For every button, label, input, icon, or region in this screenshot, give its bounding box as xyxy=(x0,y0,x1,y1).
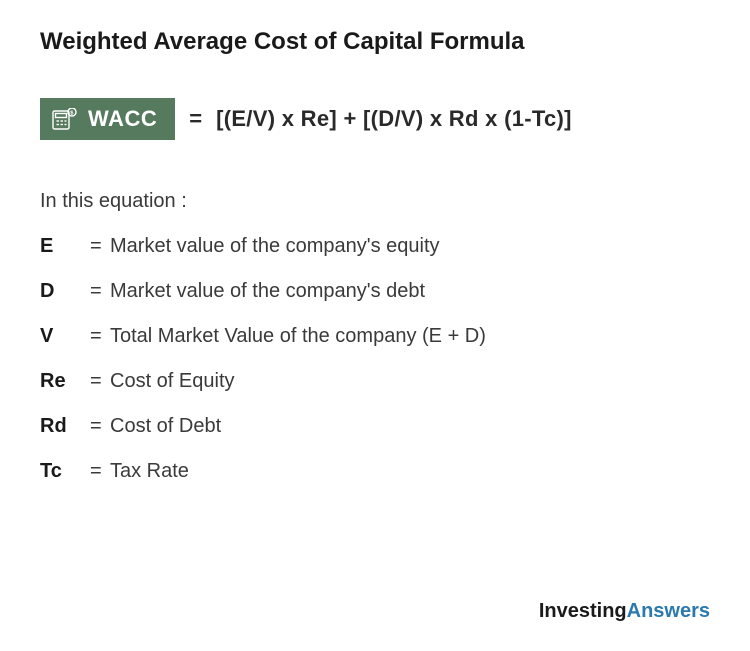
brand-first-word: Investing xyxy=(539,600,627,622)
definition-row: D = Market value of the company's debt xyxy=(40,280,710,303)
definition-symbol: E xyxy=(40,235,90,258)
page-title: Weighted Average Cost of Capital Formula xyxy=(40,28,710,56)
definition-symbol: V xyxy=(40,325,90,348)
calculator-icon: $ xyxy=(52,108,78,130)
equals-sign: = xyxy=(189,106,202,132)
badge-label: WACC xyxy=(88,106,157,132)
brand-second-word: Answers xyxy=(627,600,710,622)
definition-description: Total Market Value of the company (E + D… xyxy=(110,325,486,348)
formula-row: $ WACC = [(E/V) x Re] + [(D/V) x Rd x (1… xyxy=(40,98,710,140)
definition-row: E = Market value of the company's equity xyxy=(40,235,710,258)
definition-equals: = xyxy=(90,235,110,258)
definition-row: Tc = Tax Rate xyxy=(40,460,710,483)
definition-equals: = xyxy=(90,325,110,348)
definition-description: Market value of the company's debt xyxy=(110,280,425,303)
definition-symbol: Re xyxy=(40,370,90,393)
definition-description: Market value of the company's equity xyxy=(110,235,440,258)
formula-expression: [(E/V) x Re] + [(D/V) x Rd x (1-Tc)] xyxy=(216,106,572,132)
definition-equals: = xyxy=(90,370,110,393)
definition-equals: = xyxy=(90,460,110,483)
brand-logo: InvestingAnswers xyxy=(40,582,710,623)
intro-text: In this equation : xyxy=(40,190,710,213)
wacc-badge: $ WACC xyxy=(40,98,175,140)
definition-symbol: Rd xyxy=(40,415,90,438)
definition-row: V = Total Market Value of the company (E… xyxy=(40,325,710,348)
definition-row: Re = Cost of Equity xyxy=(40,370,710,393)
definition-description: Cost of Debt xyxy=(110,415,221,438)
definition-symbol: D xyxy=(40,280,90,303)
definition-description: Tax Rate xyxy=(110,460,189,483)
definition-description: Cost of Equity xyxy=(110,370,235,393)
svg-text:$: $ xyxy=(70,111,74,117)
definition-row: Rd = Cost of Debt xyxy=(40,415,710,438)
definition-equals: = xyxy=(90,280,110,303)
definitions-list: E = Market value of the company's equity… xyxy=(40,235,710,483)
definition-equals: = xyxy=(90,415,110,438)
definition-symbol: Tc xyxy=(40,460,90,483)
